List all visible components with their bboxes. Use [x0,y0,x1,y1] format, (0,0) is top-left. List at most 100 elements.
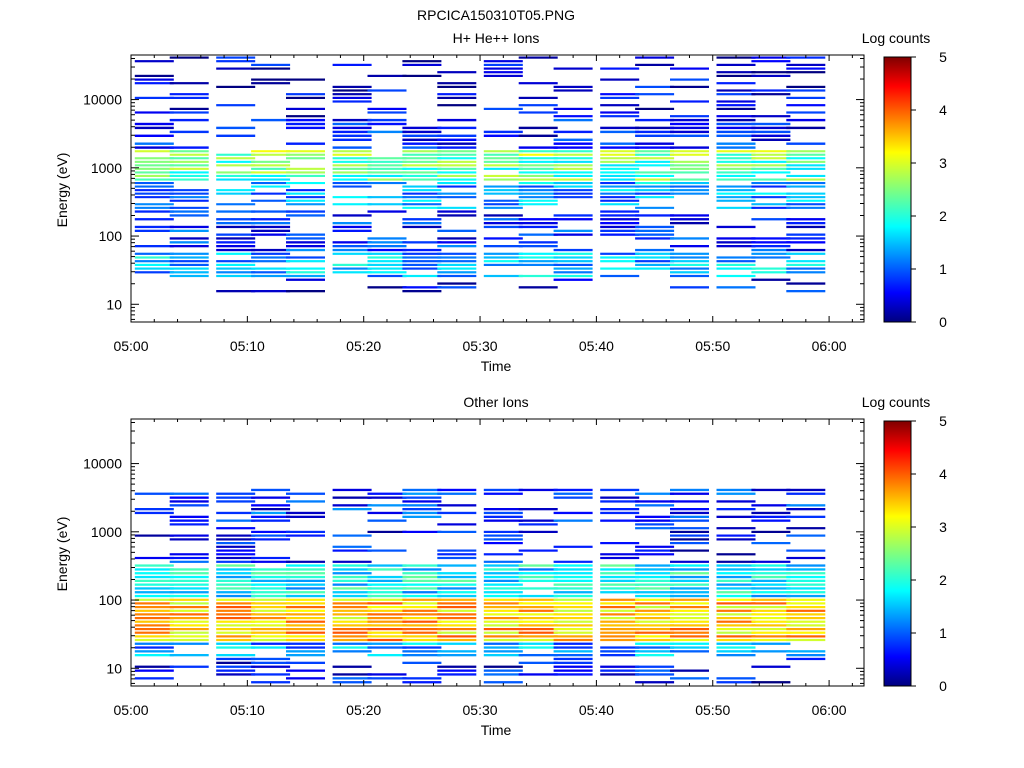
heatmap-cell [600,267,640,270]
heatmap-cell [332,225,372,229]
heatmap-cell [332,150,372,153]
heatmap-cell [367,260,407,263]
heatmap-cell [216,583,256,586]
heatmap-cell [751,171,791,174]
heatmap-cell [251,160,291,163]
heatmap-cell [483,631,523,634]
heatmap-cell [635,673,675,676]
heatmap-cell [169,111,209,114]
heatmap-cell [716,617,756,620]
heatmap-cell [216,274,256,278]
heatmap-cell [216,669,256,672]
heatmap-cell [553,654,593,657]
heatmap-cell [286,241,325,244]
heatmap-cell [600,609,640,612]
heatmap-cell [483,256,523,259]
x-axis-label: Time [481,722,512,738]
heatmap-cell [134,146,174,149]
heatmap-cell [751,237,791,240]
heatmap-cell [134,82,174,85]
heatmap-cell [786,583,826,586]
heatmap-cell [716,206,756,209]
heatmap-cell [169,164,209,167]
heatmap-cell [483,564,523,567]
heatmap-cell [402,609,442,612]
heatmap-cell [635,602,675,605]
heatmap-cell [600,252,640,255]
heatmap-cell [332,631,372,634]
heatmap-cell [402,167,442,170]
heatmap-cell [437,650,477,653]
colorbar-tick-label: 5 [939,413,947,429]
heatmap-cell [518,519,558,522]
heatmap-cell [518,620,558,623]
heatmap-cell [553,167,593,170]
heatmap-cell [169,263,209,266]
heatmap-cell [437,598,477,601]
heatmap-cell [600,196,640,199]
heatmap-cell [751,488,791,492]
heatmap-cell [483,274,523,278]
x-tick-label: 06:00 [812,338,847,354]
heatmap-cell [402,515,442,518]
heatmap-cell [402,60,442,63]
heatmap-cell [367,673,407,676]
heatmap-cell [216,189,256,192]
heatmap-cell [553,178,593,181]
heatmap-cell [716,602,756,605]
heatmap-cell [553,146,593,149]
heatmap-cell [134,534,174,537]
heatmap-cell [286,171,325,174]
heatmap-cell [216,218,256,221]
heatmap-cell [367,530,407,533]
heatmap-cell [600,164,640,167]
heatmap-cell [786,233,826,236]
heatmap-cell [518,233,558,236]
heatmap-cell [332,628,372,631]
heatmap-cell [169,260,209,263]
heatmap-cell [251,534,291,537]
heatmap-cell [716,157,756,160]
heatmap-cell [286,115,325,118]
heatmap-cell [600,635,640,638]
heatmap-cell [251,556,291,560]
heatmap-cell [670,122,709,126]
heatmap-cell [518,134,558,137]
heatmap-cell [251,642,291,645]
y-tick-label: 10000 [83,92,122,108]
heatmap-cell [251,78,291,81]
heatmap-cell [251,164,291,167]
colorbar-gradient [883,56,912,323]
heatmap-cell [286,606,325,609]
heatmap-cell [786,504,826,507]
heatmap-cell [216,553,256,556]
heatmap-cell [134,642,174,645]
heatmap-cell [251,606,291,609]
heatmap-cell [483,107,523,110]
heatmap-cell [716,274,756,278]
heatmap-cell [367,107,407,110]
heatmap-cell [518,613,558,616]
heatmap-cell [216,164,256,167]
heatmap-cell [553,628,593,631]
heatmap-cell [169,271,209,274]
heatmap-cell [553,519,593,522]
heatmap-cell [402,575,442,579]
heatmap-cell [134,185,174,188]
heatmap-cell [600,160,640,163]
heatmap-cell [716,178,756,181]
heatmap-cell [553,511,593,515]
heatmap-cell [134,60,174,63]
heatmap-cell [751,650,791,653]
heatmap-cell [332,677,372,680]
heatmap-cell [216,534,256,537]
heatmap-cell [367,167,407,170]
heatmap-cell [134,650,174,653]
heatmap-cell [716,575,756,579]
heatmap-cell [553,606,593,609]
heatmap-cell [716,71,756,74]
heatmap-cell [483,167,523,170]
heatmap-cell [134,654,174,657]
heatmap-cell [518,182,558,185]
heatmap-cell [134,74,174,77]
